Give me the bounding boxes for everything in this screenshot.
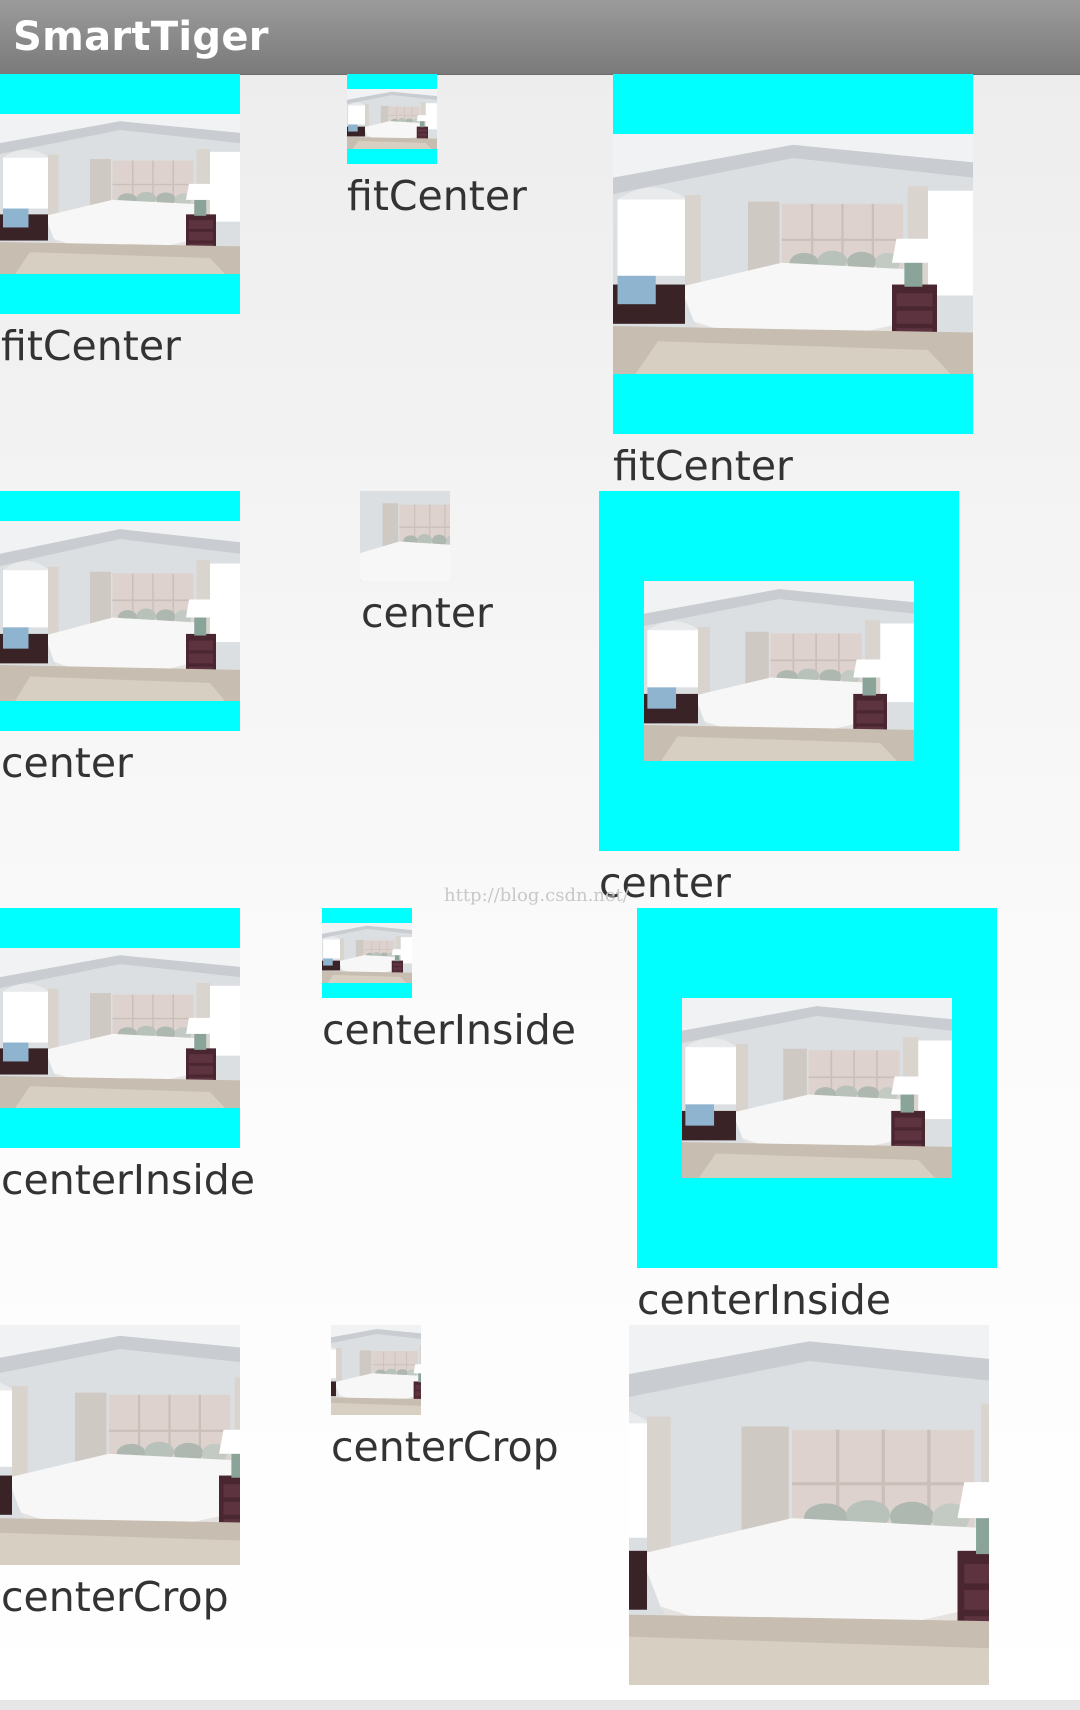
bedroom-photo-icon [613, 134, 973, 374]
fitcenter-tiny-label: fitCenter [347, 172, 527, 220]
centercrop-tiny-label: centerCrop [331, 1423, 559, 1471]
bedroom-photo-icon [0, 114, 240, 274]
center-large-label: center [599, 859, 731, 907]
bedroom-photo-icon [682, 998, 952, 1178]
centerinside-small-image [0, 908, 240, 1148]
bedroom-photo-icon [360, 491, 450, 581]
centerinside-tiny-image [322, 908, 412, 998]
bedroom-photo-icon [0, 1325, 240, 1565]
bedroom-photo-icon [0, 521, 240, 701]
center-small-label: center [1, 739, 133, 787]
blog-watermark: http://blog.csdn.net/ [444, 885, 629, 906]
centercrop-small-label: centerCrop [1, 1573, 229, 1621]
centerinside-large-label: centerInside [637, 1276, 891, 1324]
center-small-image [0, 491, 240, 731]
centercrop-tiny-image [331, 1325, 421, 1415]
center-tiny-image [360, 491, 450, 581]
centerinside-tiny-label: centerInside [322, 1006, 576, 1054]
centercrop-large-image [629, 1325, 989, 1685]
bedroom-photo-icon [347, 89, 437, 149]
app-title: SmartTiger [13, 14, 269, 60]
centercrop-small-image [0, 1325, 240, 1565]
center-tiny-label: center [361, 589, 493, 637]
fitcenter-small-label: fitCenter [1, 322, 181, 370]
bedroom-photo-icon [629, 1325, 989, 1685]
bedroom-photo-icon [331, 1325, 421, 1415]
centerinside-small-label: centerInside [1, 1156, 255, 1204]
fitcenter-large-image [613, 74, 973, 434]
fitcenter-small-image [0, 74, 240, 314]
bedroom-photo-icon [322, 923, 412, 983]
fitcenter-large-label: fitCenter [613, 442, 793, 490]
bottom-edge [0, 1700, 1080, 1710]
centerinside-large-image [637, 908, 997, 1268]
bedroom-photo-icon [644, 581, 914, 761]
bedroom-photo-icon [0, 948, 240, 1108]
center-large-image [599, 491, 959, 851]
app-title-bar: SmartTiger [0, 0, 1080, 75]
fitcenter-tiny-image [347, 74, 437, 164]
